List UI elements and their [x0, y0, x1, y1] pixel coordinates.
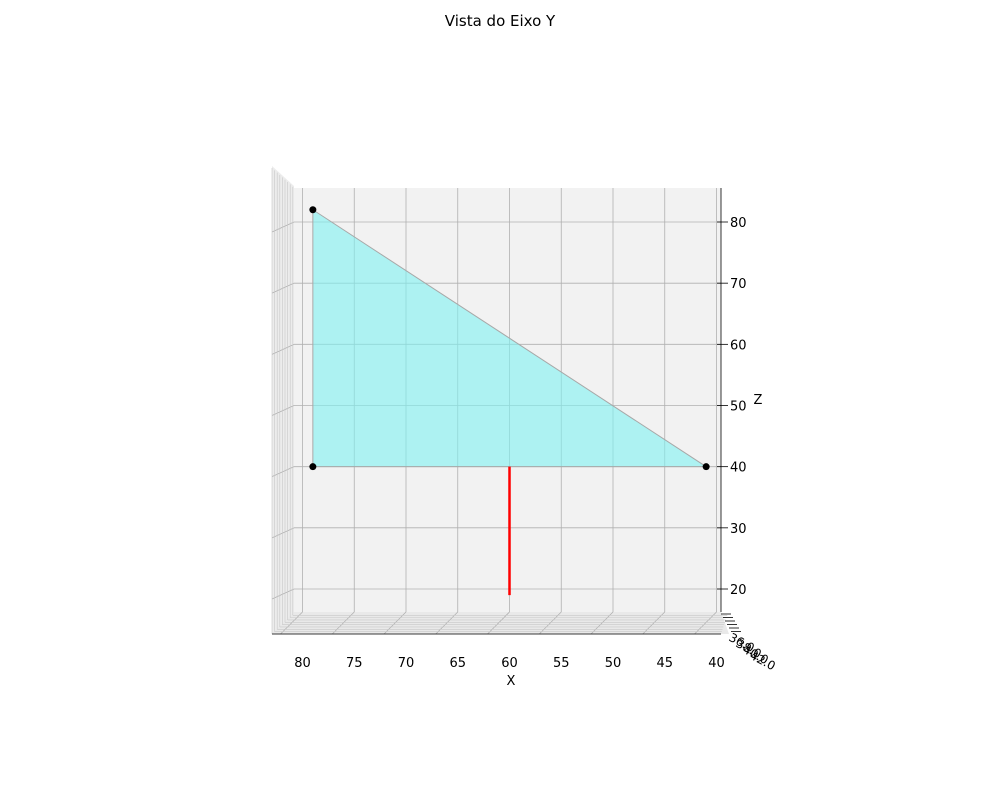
x-tick-label: 55 — [553, 656, 570, 671]
z-axis-label: Z — [754, 393, 763, 408]
chart-marks — [309, 206, 710, 596]
z-tick-label: 20 — [730, 583, 747, 598]
z-tick-label: 40 — [730, 461, 747, 476]
z-tick-label: 70 — [730, 277, 747, 292]
x-floor-gridline — [538, 611, 562, 635]
x-tick-label: 75 — [346, 656, 363, 671]
x-floor-gridline — [487, 611, 510, 635]
side-pane — [272, 166, 294, 634]
x-floor-gridline — [383, 611, 407, 635]
z-tick-label: 50 — [730, 400, 747, 415]
x-tick-label: 70 — [398, 656, 415, 671]
vertex-point — [309, 206, 317, 214]
x-floor-gridline — [590, 611, 614, 635]
x-tick-label: 45 — [656, 656, 673, 671]
x-floor-gridline — [331, 611, 355, 635]
vertex-point — [702, 463, 710, 471]
x-floor-gridline — [642, 611, 666, 635]
x-tick-label: 50 — [605, 656, 622, 671]
y-tick-label: 42.0 — [748, 648, 778, 673]
x-axis-label: X — [507, 674, 516, 689]
z-tick-label: 60 — [730, 338, 747, 353]
x-floor-gridline — [280, 611, 303, 635]
chart-axes — [272, 188, 741, 635]
x-tick-label: 60 — [501, 656, 518, 671]
x-tick-label: 40 — [708, 656, 725, 671]
chart-title: Vista do Eixo Y — [444, 12, 556, 30]
vertex-point — [309, 463, 317, 471]
x-floor-gridline — [435, 611, 459, 635]
x-tick-label: 80 — [294, 656, 311, 671]
z-tick-label: 80 — [730, 216, 747, 231]
x-tick-label: 65 — [449, 656, 466, 671]
z-tick-label: 30 — [730, 522, 747, 537]
x-floor-gridline — [694, 611, 717, 635]
